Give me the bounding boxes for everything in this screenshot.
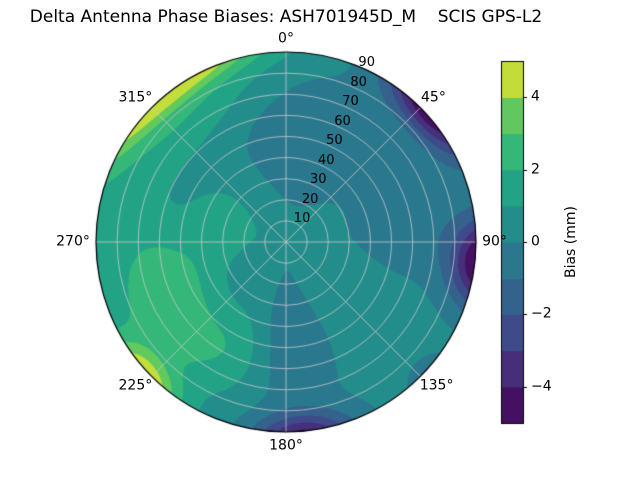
theta-tick-label-225: 225° [118, 377, 153, 394]
colorbar-tick-label--2: −2 [531, 305, 552, 322]
theta-tick-label-0: 0° [278, 29, 294, 46]
r-tick-label-90: 90 [358, 55, 375, 71]
r-tick-label-80: 80 [350, 74, 367, 90]
theta-tick-label-270: 270° [56, 233, 90, 250]
colorbar-tick-label--4: −4 [531, 378, 552, 395]
theta-tick-label-135: 135° [419, 377, 454, 394]
r-tick-label-10: 10 [293, 211, 311, 227]
colorbar-tick-label-4: 4 [531, 88, 540, 105]
theta-tick-label-45: 45° [421, 89, 446, 106]
theta-tick-label-90: 90° [482, 233, 507, 250]
r-tick-label-50: 50 [326, 133, 343, 149]
colorbar-tick-label-0: 0 [531, 233, 540, 250]
colorbar-tick-label-2: 2 [531, 160, 540, 177]
r-tick-label-30: 30 [309, 172, 327, 188]
r-tick-label-70: 70 [342, 94, 359, 110]
theta-tick-label-180: 180° [269, 436, 303, 453]
r-tick-label-20: 20 [301, 191, 319, 207]
r-tick-label-40: 40 [318, 152, 335, 168]
colorbar-axis-label: Bias (mm) [563, 205, 579, 279]
r-tick-label-60: 60 [334, 113, 351, 129]
chart-title: Delta Antenna Phase Biases: ASH701945D_M… [29, 7, 543, 27]
theta-tick-label-315: 315° [118, 89, 153, 106]
